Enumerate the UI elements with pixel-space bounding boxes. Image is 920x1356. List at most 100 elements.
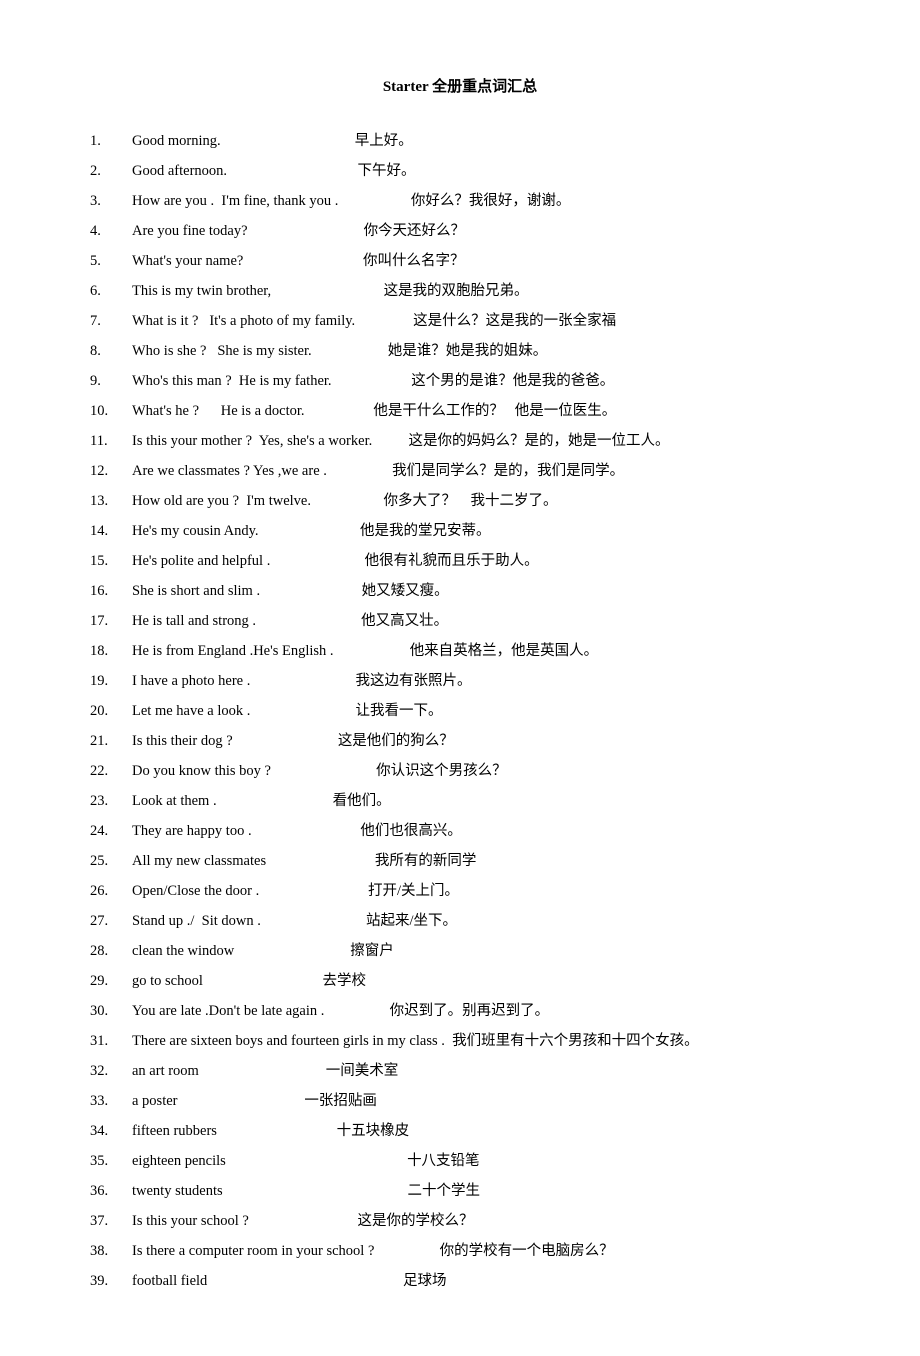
row-number: 6.	[90, 276, 132, 306]
gap	[311, 493, 384, 509]
english-text: He's my cousin Andy.	[132, 523, 259, 539]
row-content: What's your name? 你叫什么名字？	[132, 246, 830, 276]
chinese-text: 我所有的新同学	[375, 853, 477, 869]
english-text: There are sixteen boys and fourteen girl…	[132, 1033, 445, 1049]
row-number: 39.	[90, 1266, 132, 1296]
english-text: Look at them .	[132, 793, 217, 809]
vocab-row: 5.What's your name? 你叫什么名字？	[90, 246, 830, 276]
vocab-row: 36.twenty students 二十个学生	[90, 1176, 830, 1206]
gap	[260, 583, 362, 599]
row-content: Are you fine today? 你今天还好么？	[132, 216, 830, 246]
gap	[207, 1273, 403, 1289]
vocab-row: 31.There are sixteen boys and fourteen g…	[90, 1026, 830, 1056]
row-content: Is this your school ? 这是你的学校么？	[132, 1206, 830, 1236]
english-text: She is short and slim .	[132, 583, 260, 599]
vocab-row: 10.What's he ? He is a doctor. 他是干什么工作的？…	[90, 396, 830, 426]
row-number: 16.	[90, 576, 132, 606]
row-content: How are you . I'm fine, thank you . 你好么？…	[132, 186, 830, 216]
chinese-text: 看他们。	[333, 793, 391, 809]
chinese-text: 这个男的是谁？他是我的爸爸。	[411, 373, 614, 389]
row-content: She is short and slim . 她又矮又瘦。	[132, 576, 830, 606]
row-number: 18.	[90, 636, 132, 666]
row-number: 12.	[90, 456, 132, 486]
gap	[338, 193, 411, 209]
vocab-row: 13.How old are you ? I'm twelve. 你多大了？ 我…	[90, 486, 830, 516]
vocab-row: 37.Is this your school ? 这是你的学校么？	[90, 1206, 830, 1236]
chinese-text: 十八支铅笔	[407, 1153, 480, 1169]
gap	[271, 283, 383, 299]
chinese-text: 打开/关上门。	[368, 883, 459, 899]
english-text: Are we classmates ? Yes ,we are .	[132, 463, 327, 479]
chinese-text: 你今天还好么？	[364, 223, 466, 239]
english-text: He is tall and strong .	[132, 613, 256, 629]
row-content: fifteen rubbers 十五块橡皮	[132, 1116, 830, 1146]
row-content: What's he ? He is a doctor. 他是干什么工作的？ 他是…	[132, 396, 830, 426]
vocab-row: 28.clean the window 擦窗户	[90, 936, 830, 966]
vocab-row: 32.an art room 一间美术室	[90, 1056, 830, 1086]
gap	[374, 1243, 439, 1259]
chinese-text: 他又高又壮。	[361, 613, 448, 629]
row-number: 15.	[90, 546, 132, 576]
chinese-text: 她又矮又瘦。	[362, 583, 449, 599]
row-number: 34.	[90, 1116, 132, 1146]
chinese-text: 你多大了？ 我十二岁了。	[383, 493, 557, 509]
row-content: They are happy too . 他们也很高兴。	[132, 816, 830, 846]
vocab-row: 39.football field 足球场	[90, 1266, 830, 1296]
gap	[249, 1213, 358, 1229]
chinese-text: 我这边有张照片。	[356, 673, 472, 689]
chinese-text: 他很有礼貌而且乐于助人。	[365, 553, 539, 569]
vocab-row: 17.He is tall and strong . 他又高又壮。	[90, 606, 830, 636]
row-number: 19.	[90, 666, 132, 696]
chinese-text: 这是我的双胞胎兄弟。	[384, 283, 529, 299]
english-text: What's he ? He is a doctor.	[132, 403, 305, 419]
row-content: eighteen pencils 十八支铅笔	[132, 1146, 830, 1176]
row-number: 17.	[90, 606, 132, 636]
gap	[248, 223, 364, 239]
row-content: I have a photo here . 我这边有张照片。	[132, 666, 830, 696]
chinese-text: 下午好。	[358, 163, 416, 179]
english-text: Is there a computer room in your school …	[132, 1243, 374, 1259]
row-content: Look at them . 看他们。	[132, 786, 830, 816]
vocab-row: 21.Is this their dog ? 这是他们的狗么？	[90, 726, 830, 756]
row-content: Is this your mother ? Yes, she's a worke…	[132, 426, 830, 456]
english-text: Is this your mother ? Yes, she's a worke…	[132, 433, 372, 449]
vocab-list: 1.Good morning. 早上好。2.Good afternoon. 下午…	[90, 126, 830, 1296]
english-text: Are you fine today?	[132, 223, 248, 239]
row-number: 25.	[90, 846, 132, 876]
english-text: You are late .Don't be late again .	[132, 1003, 324, 1019]
row-number: 21.	[90, 726, 132, 756]
vocab-row: 2.Good afternoon. 下午好。	[90, 156, 830, 186]
chinese-text: 这是他们的狗么？	[338, 733, 454, 749]
row-number: 5.	[90, 246, 132, 276]
english-text: football field	[132, 1273, 207, 1289]
chinese-text: 这是什么？这是我的一张全家福	[413, 313, 616, 329]
gap	[372, 433, 408, 449]
english-text: fifteen rubbers	[132, 1123, 217, 1139]
vocab-row: 26.Open/Close the door . 打开/关上门。	[90, 876, 830, 906]
row-number: 4.	[90, 216, 132, 246]
english-text: Good afternoon.	[132, 163, 227, 179]
chinese-text: 她是谁？她是我的姐妹。	[388, 343, 548, 359]
gap	[250, 703, 355, 719]
row-number: 24.	[90, 816, 132, 846]
row-number: 36.	[90, 1176, 132, 1206]
row-content: Let me have a look . 让我看一下。	[132, 696, 830, 726]
chinese-text: 擦窗户	[350, 943, 394, 959]
chinese-text: 二十个学生	[408, 1183, 481, 1199]
chinese-text: 站起来/坐下。	[366, 913, 457, 929]
gap	[312, 343, 388, 359]
chinese-text: 我们是同学么？是的，我们是同学。	[392, 463, 624, 479]
row-number: 28.	[90, 936, 132, 966]
english-text: Open/Close the door .	[132, 883, 259, 899]
english-text: They are happy too .	[132, 823, 252, 839]
vocab-row: 14.He's my cousin Andy. 他是我的堂兄安蒂。	[90, 516, 830, 546]
english-text: a poster	[132, 1093, 178, 1109]
chinese-text: 你迟到了。别再迟到了。	[390, 1003, 550, 1019]
row-number: 8.	[90, 336, 132, 366]
vocab-row: 35.eighteen pencils 十八支铅笔	[90, 1146, 830, 1176]
row-content: Stand up ./ Sit down . 站起来/坐下。	[132, 906, 830, 936]
gap	[259, 523, 361, 539]
row-content: clean the window 擦窗户	[132, 936, 830, 966]
gap	[217, 1123, 337, 1139]
chinese-text: 这是你的学校么？	[358, 1213, 474, 1229]
